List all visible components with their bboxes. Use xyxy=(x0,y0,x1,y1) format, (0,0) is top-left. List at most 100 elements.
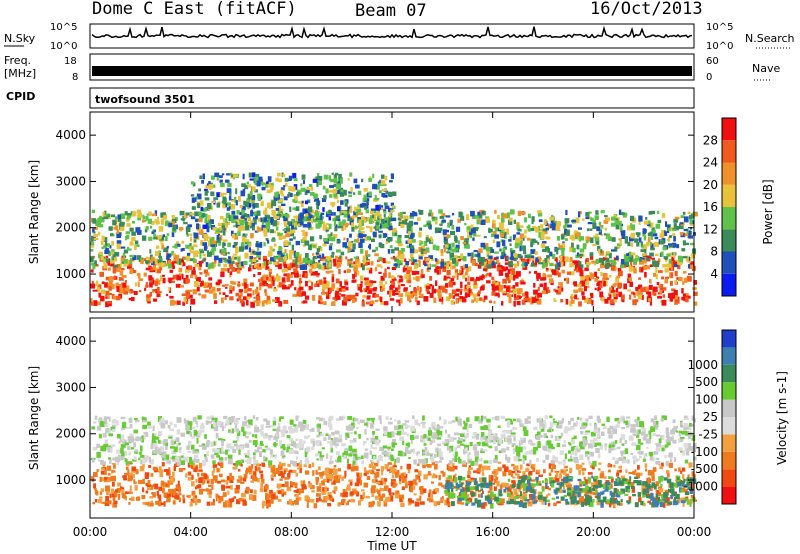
data-cell xyxy=(221,225,225,229)
data-cell xyxy=(403,288,407,292)
data-cell xyxy=(496,241,501,248)
data-cell xyxy=(610,299,614,302)
data-cell xyxy=(260,201,264,207)
data-cell xyxy=(100,295,105,302)
data-cell xyxy=(686,275,692,282)
data-cell xyxy=(407,480,413,486)
data-cell xyxy=(317,173,320,178)
data-cell xyxy=(593,263,596,266)
data-cell xyxy=(539,229,543,232)
data-cell xyxy=(439,216,445,219)
data-cell xyxy=(549,262,554,266)
data-cell xyxy=(391,205,395,208)
data-cell xyxy=(545,223,549,226)
data-cell xyxy=(319,472,324,477)
data-cell xyxy=(510,209,515,215)
data-cell xyxy=(336,240,341,243)
data-cell xyxy=(447,463,451,466)
data-cell xyxy=(374,198,380,201)
data-cell xyxy=(237,430,241,437)
data-cell xyxy=(394,230,398,237)
data-cell xyxy=(153,237,158,240)
data-cell xyxy=(181,274,184,280)
data-cell xyxy=(376,469,380,472)
data-cell xyxy=(389,212,393,217)
data-cell xyxy=(100,240,104,245)
data-cell xyxy=(304,448,307,451)
data-cell xyxy=(270,276,274,282)
data-cell xyxy=(329,257,332,264)
data-cell xyxy=(559,450,564,456)
data-cell xyxy=(655,273,658,280)
data-cell xyxy=(353,178,358,184)
data-cell xyxy=(198,188,201,192)
data-cell xyxy=(611,477,614,483)
data-cell xyxy=(345,432,350,439)
data-cell xyxy=(664,497,670,502)
data-cell xyxy=(356,426,359,429)
data-cell xyxy=(618,220,622,226)
data-cell xyxy=(191,206,196,210)
data-cell xyxy=(250,225,254,229)
data-cell xyxy=(609,275,612,278)
data-cell xyxy=(223,268,229,272)
data-cell xyxy=(493,300,496,304)
data-cell xyxy=(96,221,102,228)
data-cell xyxy=(418,478,421,483)
data-cell xyxy=(226,173,231,176)
data-cell xyxy=(478,214,483,219)
data-cell xyxy=(372,213,377,220)
data-cell xyxy=(263,261,266,266)
data-cell xyxy=(556,236,560,241)
data-cell xyxy=(116,240,122,245)
data-cell xyxy=(237,460,241,466)
data-cell xyxy=(674,270,678,277)
data-cell xyxy=(549,463,555,466)
data-cell xyxy=(465,277,468,282)
data-cell xyxy=(643,220,649,225)
data-cell xyxy=(366,201,369,205)
data-cell xyxy=(540,419,546,424)
data-cell xyxy=(265,494,269,500)
data-cell xyxy=(576,252,580,257)
data-cell xyxy=(328,468,332,475)
data-cell xyxy=(335,215,341,219)
data-cell xyxy=(90,245,95,248)
data-cell xyxy=(166,294,169,297)
data-cell xyxy=(459,269,462,274)
data-cell xyxy=(180,218,186,221)
data-cell xyxy=(599,282,603,289)
data-cell xyxy=(622,214,627,218)
data-cell xyxy=(439,268,442,275)
data-cell xyxy=(581,462,585,465)
data-cell xyxy=(609,501,612,508)
data-cell xyxy=(335,295,341,300)
data-cell xyxy=(112,457,116,461)
data-cell xyxy=(372,465,376,470)
data-cell xyxy=(333,233,338,239)
data-cell xyxy=(302,223,308,228)
data-cell xyxy=(325,227,328,233)
data-cell xyxy=(477,292,480,297)
data-cell xyxy=(250,233,254,239)
data-cell xyxy=(588,211,592,214)
data-cell xyxy=(292,186,296,192)
data-cell xyxy=(640,267,644,273)
data-cell xyxy=(229,296,234,301)
data-cell xyxy=(550,223,553,228)
data-cell xyxy=(273,435,276,440)
data-cell xyxy=(616,243,622,246)
data-cell xyxy=(613,441,617,447)
data-cell xyxy=(253,220,257,223)
data-cell xyxy=(624,258,630,262)
data-cell xyxy=(665,263,669,268)
data-cell xyxy=(92,501,95,505)
data-cell xyxy=(413,493,417,496)
data-cell xyxy=(200,206,204,211)
data-cell xyxy=(422,415,425,421)
data-cell xyxy=(571,487,574,493)
data-cell xyxy=(155,278,159,281)
data-cell xyxy=(105,213,110,218)
data-cell xyxy=(455,226,461,232)
data-cell xyxy=(685,478,688,481)
